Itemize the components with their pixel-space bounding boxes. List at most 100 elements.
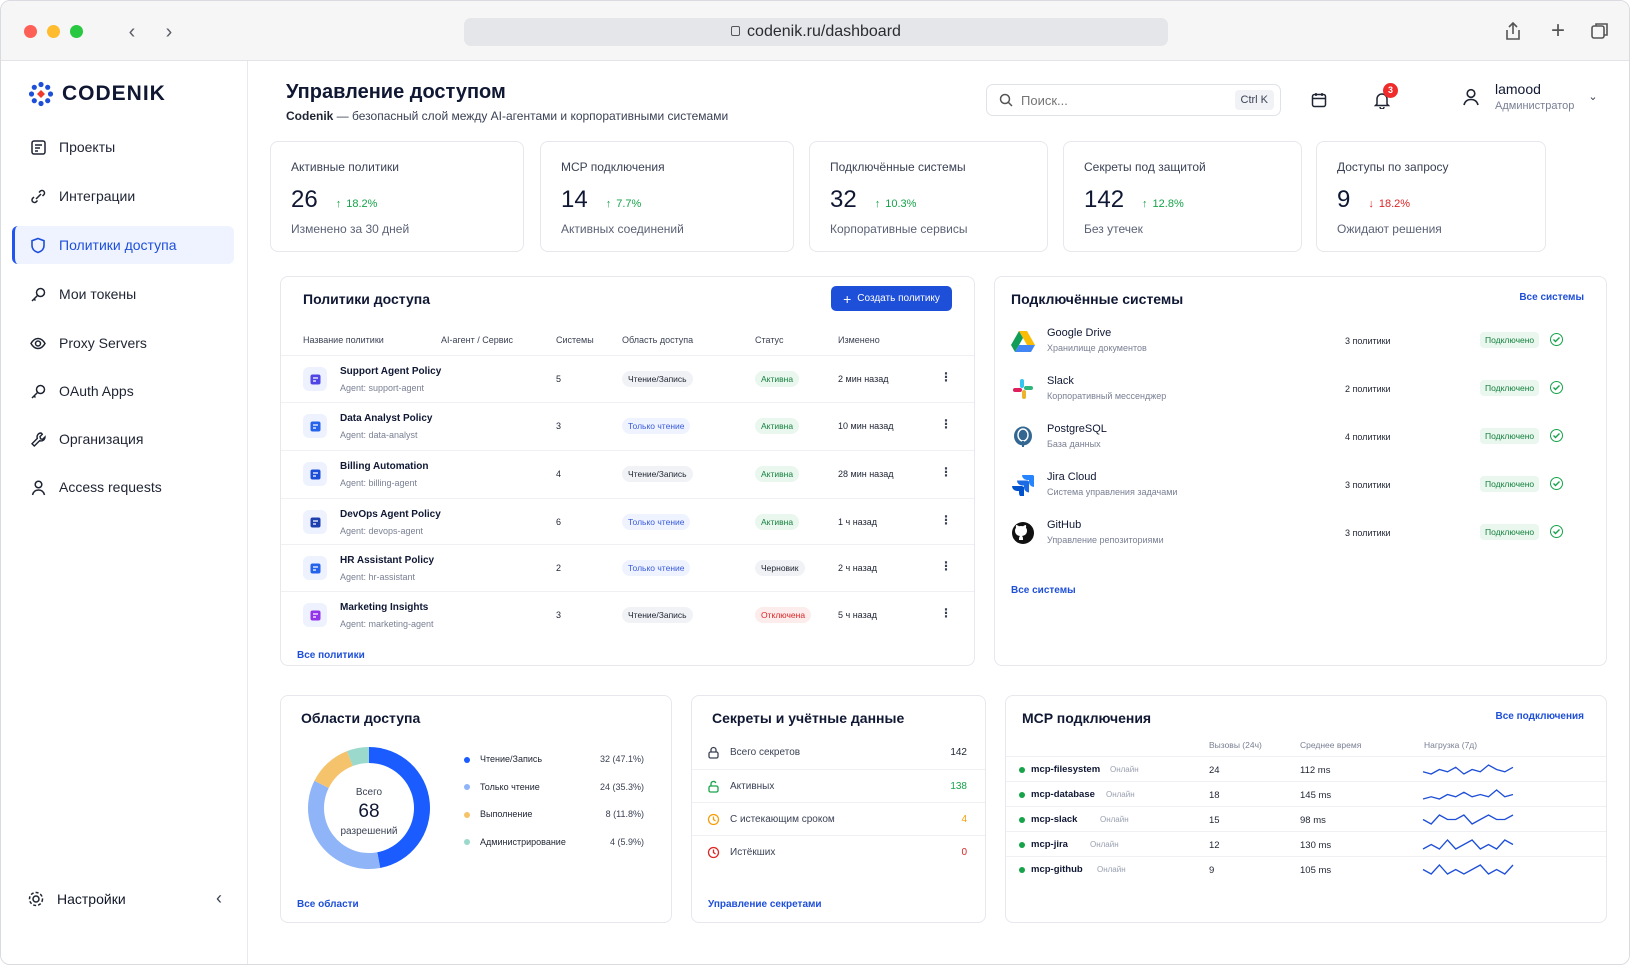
status-badge: Активна bbox=[755, 418, 800, 434]
policy-systems: 2 bbox=[556, 563, 562, 573]
sidebar-item-4[interactable]: Proxy Servers bbox=[12, 324, 234, 362]
sidebar-item-1[interactable]: Интеграции bbox=[12, 177, 234, 215]
policy-systems: 5 bbox=[556, 374, 562, 384]
sidebar-item-5[interactable]: OAuth Apps bbox=[12, 372, 234, 410]
list-item[interactable]: С истекающим сроком 4 bbox=[692, 802, 985, 835]
sparkline-line bbox=[1422, 789, 1514, 800]
list-item[interactable]: Истёкших 0 bbox=[692, 835, 985, 868]
more-menu-icon[interactable]: ⋮ bbox=[940, 559, 952, 573]
search-input[interactable] bbox=[1021, 92, 1221, 108]
more-menu-icon[interactable]: ⋮ bbox=[940, 465, 952, 479]
system-policies: 3 политики bbox=[1345, 528, 1391, 538]
table-row[interactable]: mcp-jira Онлайн 12 130 ms bbox=[1006, 831, 1606, 856]
sidebar-item-6[interactable]: Организация bbox=[12, 420, 234, 458]
mcp-time: 112 ms bbox=[1300, 765, 1331, 776]
secret-label: Активных bbox=[730, 781, 775, 792]
sidebar-item-3[interactable]: Мои токены bbox=[12, 275, 234, 313]
sidebar-item-7[interactable]: Access requests bbox=[12, 468, 234, 506]
all-systems-top-link[interactable]: Все системы bbox=[1519, 292, 1584, 303]
list-item[interactable]: Jira Cloud Система управления задачами 3 п… bbox=[995, 461, 1606, 509]
list-item[interactable]: Всего секретов 142 bbox=[692, 736, 985, 769]
lock-icon bbox=[707, 746, 720, 759]
kpi-label: Доступы по запросу bbox=[1337, 160, 1449, 174]
browser-toolbar: ‹ › codenik.ru/dashboard + bbox=[1, 1, 1629, 61]
table-row[interactable]: Marketing Insights Agent: marketing-agent… bbox=[281, 591, 974, 638]
list-item[interactable]: Активных 138 bbox=[692, 769, 985, 802]
kpi-footnote: Без утечек bbox=[1084, 222, 1143, 236]
more-menu-icon[interactable]: ⋮ bbox=[940, 417, 952, 431]
list-item[interactable]: Slack Корпоративный мессенджер 2 политики П… bbox=[995, 365, 1606, 413]
all-mcp-link[interactable]: Все подключения bbox=[1495, 711, 1584, 722]
page-subtitle: Codenik — безопасный слой между AI-агент… bbox=[286, 109, 728, 123]
sidebar-item-2[interactable]: Политики доступа bbox=[12, 226, 234, 264]
maximize-window-button[interactable] bbox=[70, 25, 83, 38]
notifications-button[interactable]: 3 bbox=[1366, 83, 1398, 116]
integrations-icon bbox=[29, 187, 47, 205]
sidebar-item-label: Access requests bbox=[59, 479, 162, 495]
more-menu-icon[interactable]: ⋮ bbox=[940, 606, 952, 620]
sidebar-item-0[interactable]: Проекты bbox=[12, 128, 234, 166]
table-row[interactable]: Billing Automation Agent: billing-agent 4 Ч… bbox=[281, 450, 974, 497]
table-row[interactable]: mcp-database Онлайн 18 145 ms bbox=[1006, 781, 1606, 806]
secrets-title: Секреты и учётные данные bbox=[712, 710, 905, 726]
tabs-overview-icon[interactable] bbox=[1589, 21, 1611, 43]
table-row[interactable]: mcp-slack Онлайн 15 98 ms bbox=[1006, 806, 1606, 831]
create-policy-button[interactable]: + Создать политику bbox=[831, 286, 952, 311]
new-tab-icon[interactable]: + bbox=[1550, 17, 1565, 44]
search-icon bbox=[999, 93, 1013, 107]
table-row[interactable]: Data Analyst Policy Agent: data-analyst 3 Т… bbox=[281, 402, 974, 449]
status-badge: Активна bbox=[755, 466, 800, 482]
address-bar[interactable]: codenik.ru/dashboard bbox=[464, 18, 1168, 46]
legend-label: Чтение/Запись bbox=[480, 754, 543, 764]
sidebar-item-label: Мои токены bbox=[59, 286, 137, 302]
status-badge: Подключено bbox=[1480, 524, 1540, 540]
status-badge: Подключено bbox=[1480, 380, 1540, 396]
sparkline-line bbox=[1422, 839, 1514, 850]
all-scopes-link[interactable]: Все области bbox=[297, 899, 359, 910]
more-menu-icon[interactable]: ⋮ bbox=[940, 370, 952, 384]
share-icon[interactable] bbox=[1502, 21, 1524, 43]
search-box[interactable]: Ctrl K bbox=[986, 84, 1281, 116]
legend-swatch bbox=[464, 839, 470, 846]
mcp-column-header: Вызовы (24ч) bbox=[1209, 740, 1262, 750]
more-menu-icon[interactable]: ⋮ bbox=[940, 513, 952, 527]
all-policies-link[interactable]: Все политики bbox=[297, 650, 365, 661]
back-arrow-icon[interactable]: ‹ bbox=[128, 21, 136, 43]
expired-icon bbox=[707, 846, 720, 859]
all-systems-bottom-link[interactable]: Все системы bbox=[1011, 585, 1076, 596]
minimize-window-button[interactable] bbox=[47, 25, 60, 38]
mcp-calls: 18 bbox=[1209, 790, 1220, 801]
user-icon bbox=[29, 478, 47, 496]
kpi-value: 9 bbox=[1337, 186, 1351, 213]
settings-link[interactable]: Настройки ‹ bbox=[27, 888, 222, 909]
mcp-name: mcp-github bbox=[1031, 864, 1083, 875]
status-badge: Подключено bbox=[1480, 476, 1540, 492]
calendar-icon bbox=[1311, 93, 1327, 108]
kpi-delta: ↑ 7.7% bbox=[606, 198, 642, 210]
kpi-delta-value: 12.8% bbox=[1152, 198, 1184, 210]
policy-scope: Только чтение bbox=[622, 560, 691, 576]
list-item[interactable]: Google Drive Хранилище документов 3 полити… bbox=[995, 317, 1606, 365]
app-logo[interactable]: CODENIK bbox=[28, 81, 166, 107]
manage-secrets-link[interactable]: Управление секретами bbox=[708, 899, 822, 910]
list-item[interactable]: GitHub Управление репозиториями 3 политики… bbox=[995, 509, 1606, 557]
list-item[interactable]: PostgreSQL База данных 4 политики Подключен… bbox=[995, 413, 1606, 461]
policy-scope: Только чтение bbox=[622, 514, 691, 530]
table-row[interactable]: HR Assistant Policy Agent: hr-assistant 2 Т… bbox=[281, 544, 974, 591]
calendar-button[interactable] bbox=[1303, 84, 1335, 116]
table-row[interactable]: mcp-filesystem Онлайн 24 112 ms bbox=[1006, 756, 1606, 781]
github-icon bbox=[1011, 521, 1035, 545]
table-row[interactable]: mcp-github Онлайн 9 105 ms bbox=[1006, 856, 1606, 881]
table-row[interactable]: DevOps Agent Policy Agent: devops-agent 6 Т… bbox=[281, 498, 974, 545]
forward-arrow-icon[interactable]: › bbox=[165, 21, 173, 43]
collapse-sidebar-icon[interactable]: ‹ bbox=[216, 888, 222, 908]
load-sparkline bbox=[1422, 864, 1514, 875]
table-row[interactable]: Support Agent Policy Agent: support-agent… bbox=[281, 355, 974, 402]
policy-scope: Чтение/Запись bbox=[622, 371, 693, 387]
user-menu[interactable]: lamood Администратор ⌄ bbox=[1461, 81, 1598, 112]
kpi-footnote: Активных соединений bbox=[561, 222, 684, 236]
donut-slice-1 bbox=[308, 780, 381, 869]
policy-scope: Чтение/Запись bbox=[622, 607, 693, 623]
close-window-button[interactable] bbox=[24, 25, 37, 38]
check-circle-icon bbox=[1550, 429, 1563, 442]
